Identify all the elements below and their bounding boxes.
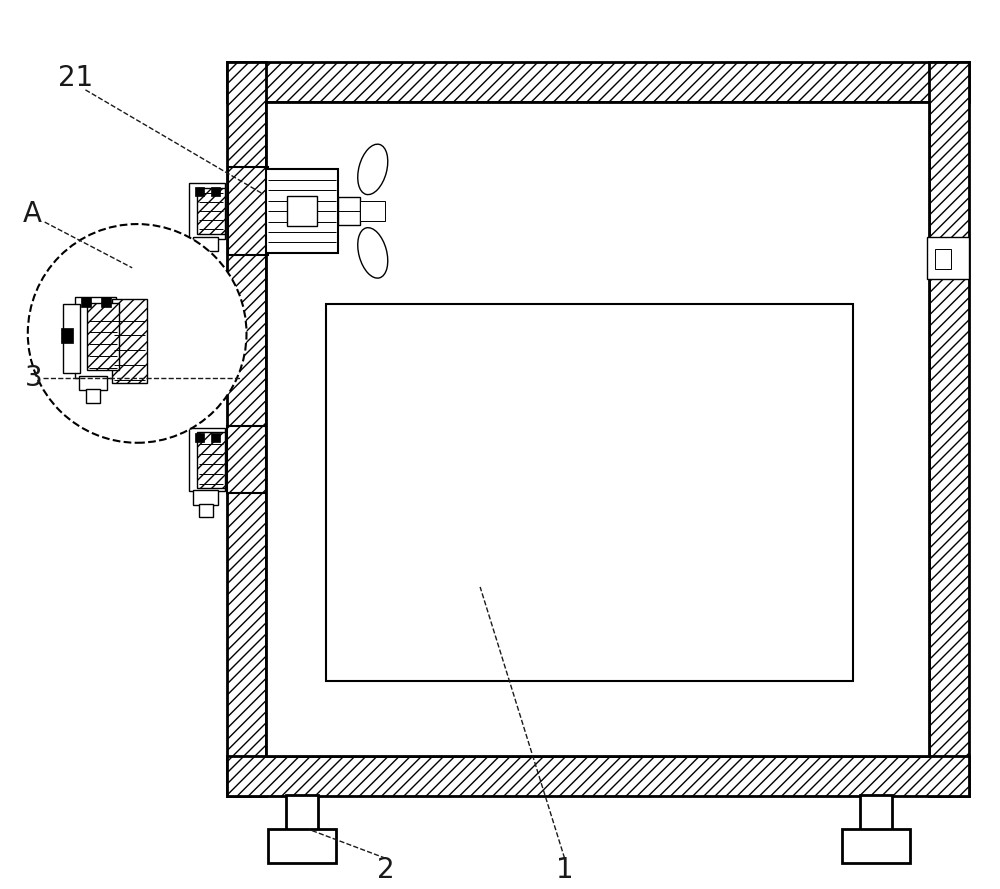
Bar — [81, 297, 91, 307]
Text: A: A — [23, 200, 42, 228]
Bar — [189, 428, 225, 492]
Bar — [228, 167, 268, 255]
Bar — [211, 188, 220, 196]
Bar — [842, 829, 910, 863]
Ellipse shape — [358, 144, 388, 195]
Text: 2: 2 — [377, 856, 394, 885]
Bar — [197, 432, 225, 487]
Bar — [286, 795, 318, 830]
Bar — [227, 756, 969, 796]
Text: 3: 3 — [25, 364, 43, 392]
Bar — [86, 389, 100, 403]
Bar — [227, 62, 266, 796]
Bar — [266, 170, 338, 252]
Bar — [193, 237, 218, 251]
Bar — [195, 188, 204, 196]
Bar — [189, 183, 225, 239]
Bar — [75, 297, 116, 378]
Bar — [112, 299, 147, 383]
Bar — [287, 196, 317, 226]
Bar — [860, 795, 892, 830]
Bar — [927, 237, 969, 279]
Bar — [199, 504, 213, 517]
Bar — [63, 304, 80, 373]
Bar — [227, 62, 969, 102]
Text: 21: 21 — [58, 64, 93, 92]
Bar — [326, 304, 853, 681]
Bar — [195, 433, 204, 442]
Bar — [101, 297, 111, 307]
Bar — [193, 490, 218, 506]
Bar — [79, 376, 107, 390]
Bar — [360, 201, 385, 221]
Bar — [227, 426, 266, 493]
Circle shape — [28, 224, 246, 443]
Bar — [338, 197, 360, 225]
Bar — [268, 829, 336, 863]
Bar — [197, 188, 225, 234]
Bar — [935, 249, 951, 268]
Bar — [211, 433, 220, 442]
Bar — [266, 102, 929, 756]
Ellipse shape — [358, 228, 388, 278]
Text: 1: 1 — [556, 856, 573, 885]
Bar — [87, 302, 119, 370]
Bar — [61, 328, 73, 343]
Bar — [929, 62, 969, 796]
